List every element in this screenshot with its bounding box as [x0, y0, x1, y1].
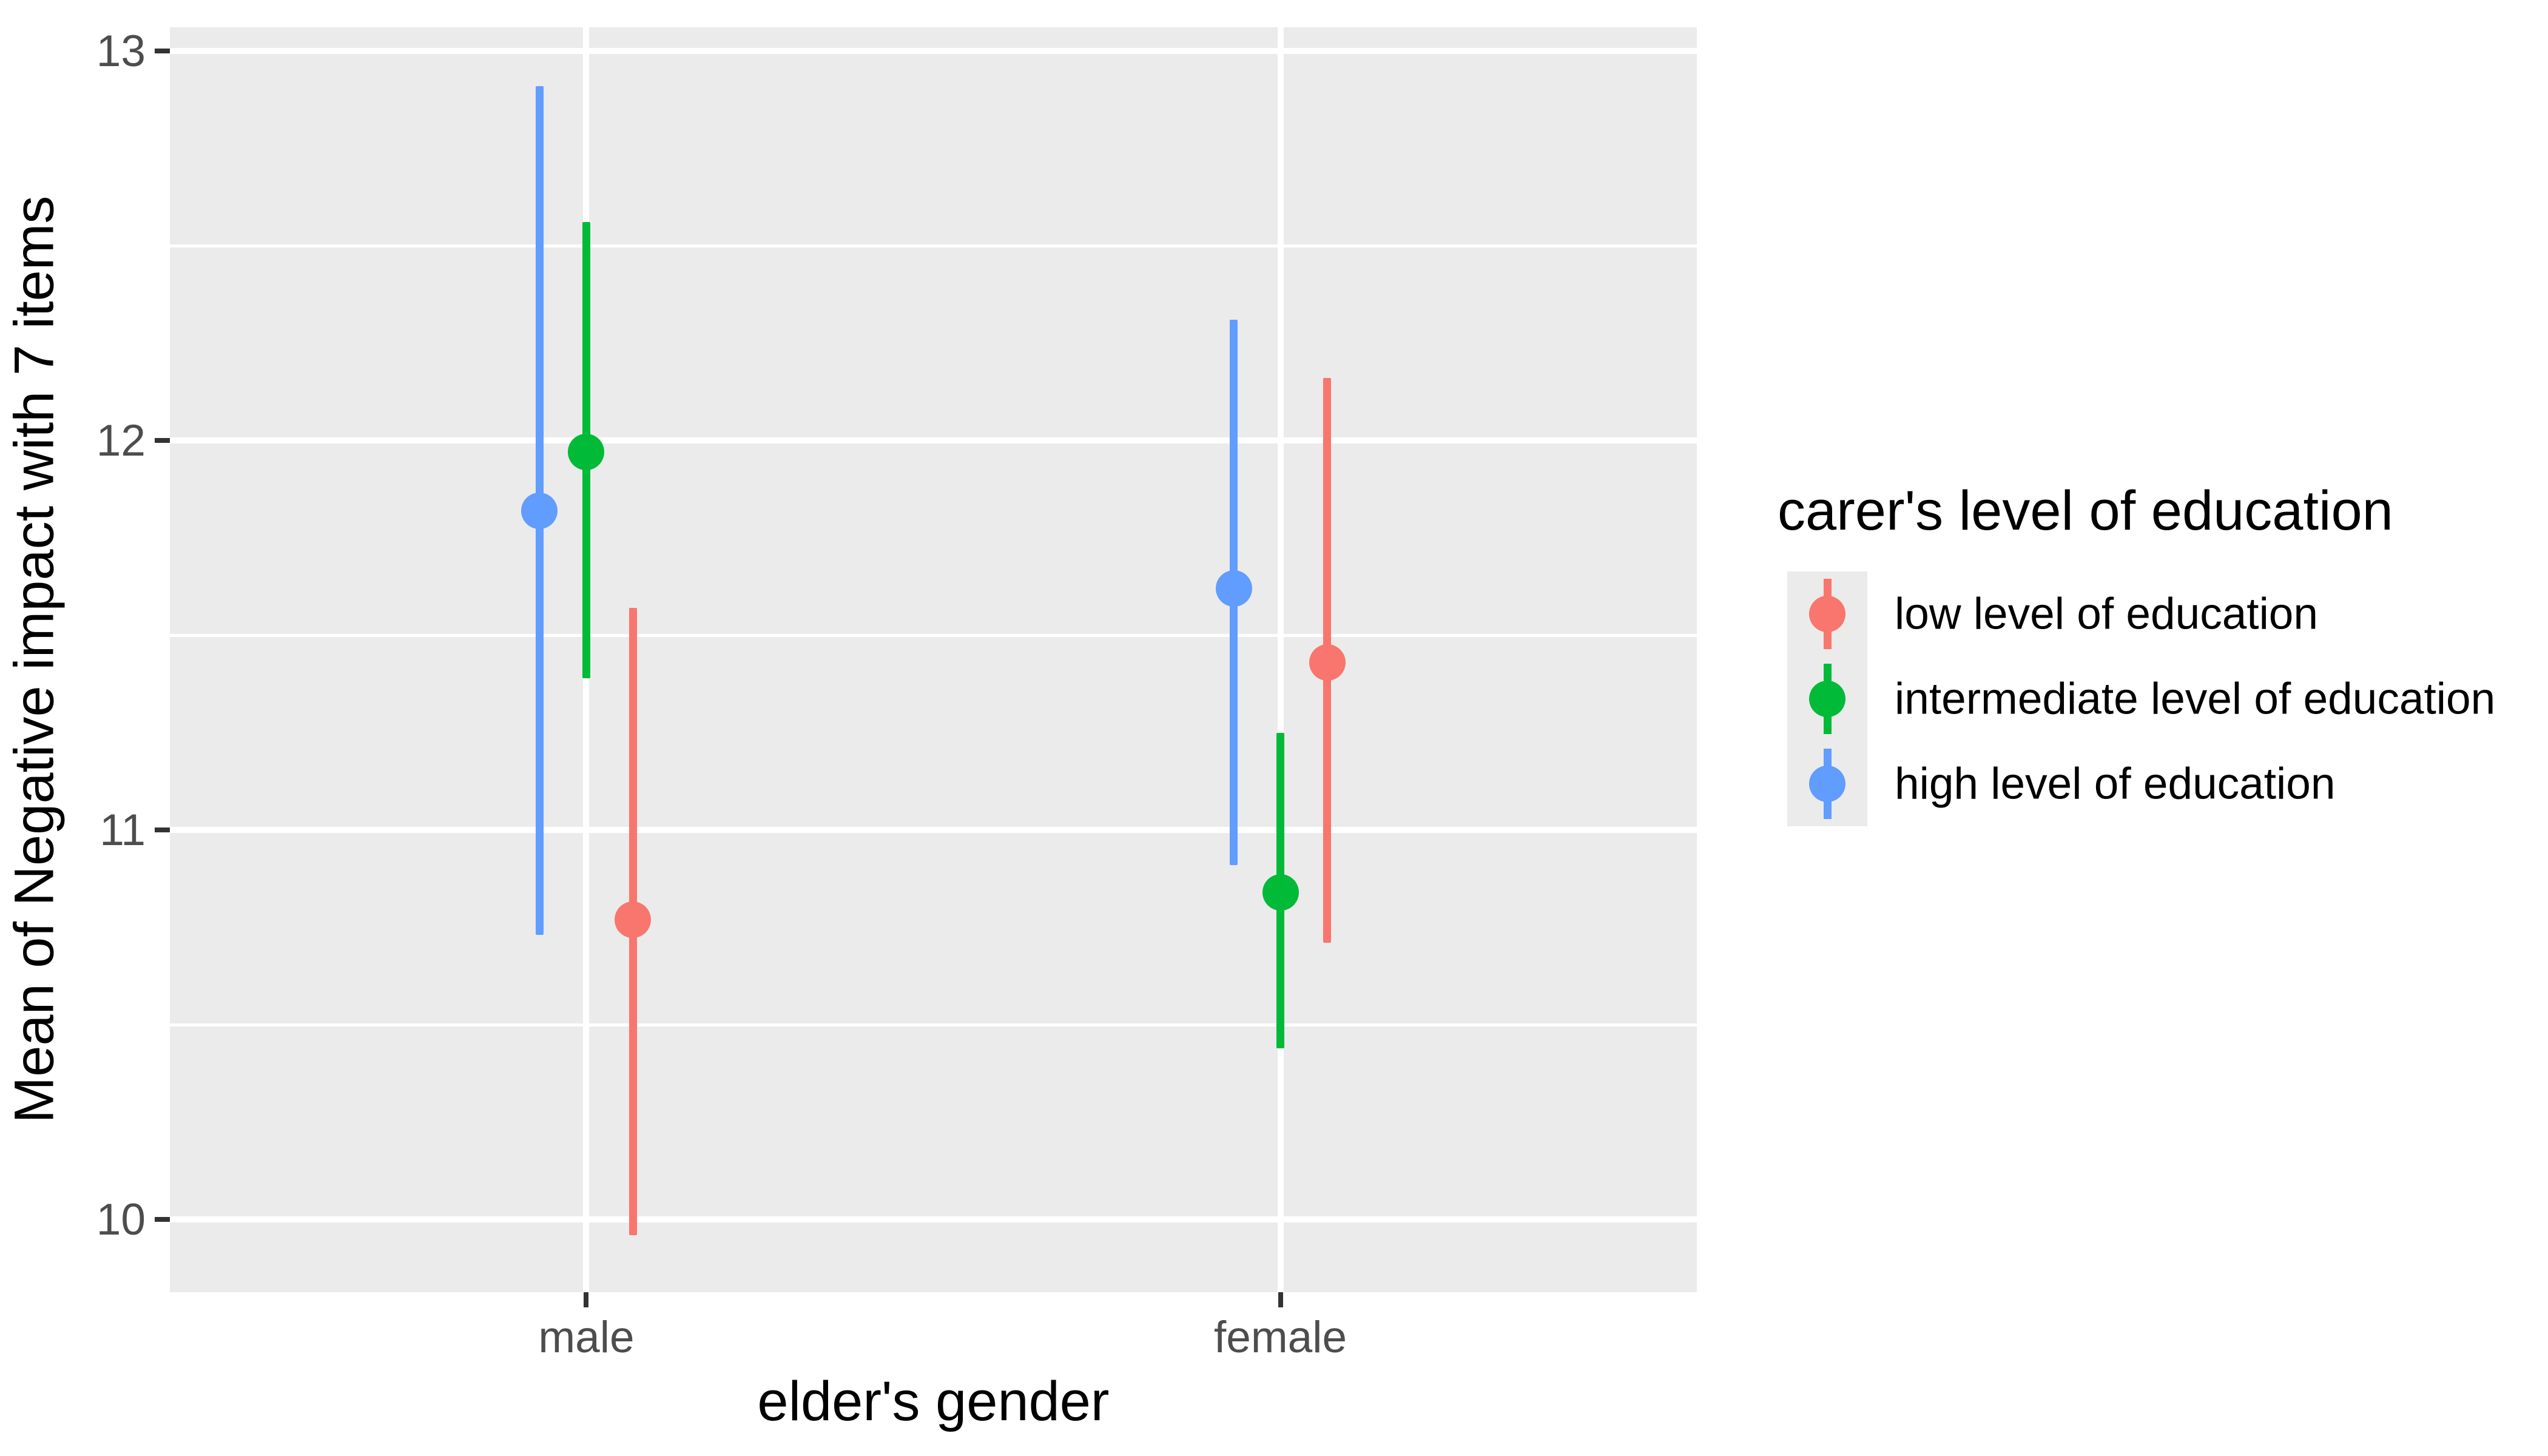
x-tick-mark-male [584, 1292, 589, 1307]
x-tick-label-male: male [538, 1313, 635, 1362]
y-tick-label-13: 13 [96, 26, 146, 76]
plot-panel [170, 27, 1697, 1292]
point-female-intermediate [1262, 874, 1299, 911]
y-tick-mark-13 [155, 49, 170, 53]
legend-label: intermediate level of education [1895, 674, 2496, 724]
legend-label: low level of education [1895, 589, 2318, 639]
legend-title: carer's level of education [1778, 480, 2393, 542]
y-tick-label-12: 12 [96, 416, 146, 465]
legend-item-intermediate: intermediate level of education [1787, 656, 2546, 741]
x-tick-label-female: female [1213, 1313, 1347, 1362]
y-tick-mark-12 [155, 438, 170, 443]
point-female-low [1309, 644, 1346, 681]
point-male-high [521, 492, 558, 529]
y-tick-mark-11 [155, 827, 170, 832]
legend-item-low: low level of education [1787, 571, 2546, 656]
gridline-minor-y-11.5 [170, 633, 1697, 637]
gridline-minor-y-12.5 [170, 244, 1697, 248]
gridline-major-y-10 [170, 1216, 1697, 1222]
gridline-major-y-13 [170, 48, 1697, 54]
point-male-intermediate [568, 434, 605, 471]
y-tick-mark-10 [155, 1217, 170, 1222]
x-tick-mark-female [1278, 1292, 1283, 1307]
legend-pointrange-point-icon [1809, 766, 1845, 802]
point-female-high [1215, 570, 1252, 607]
gridline-major-y-11 [170, 827, 1697, 833]
legend-label: high level of education [1895, 759, 2336, 809]
x-axis-title: elder's gender [757, 1370, 1110, 1432]
legend-keys: low level of education intermediate level… [1787, 571, 2546, 826]
gridline-major-y-12 [170, 437, 1697, 443]
y-tick-label-10: 10 [96, 1195, 146, 1244]
legend-pointrange-point-icon [1809, 681, 1845, 717]
point-male-low [615, 901, 652, 938]
gridline-minor-y-10.5 [170, 1023, 1697, 1026]
gridline-major-x-female [1277, 27, 1284, 1292]
legend-item-high: high level of education [1787, 741, 2546, 826]
legend-pointrange-point-icon [1809, 596, 1845, 632]
y-tick-label-11: 11 [99, 805, 146, 855]
y-axis-title: Mean of Negative impact with 7 items [3, 195, 66, 1124]
